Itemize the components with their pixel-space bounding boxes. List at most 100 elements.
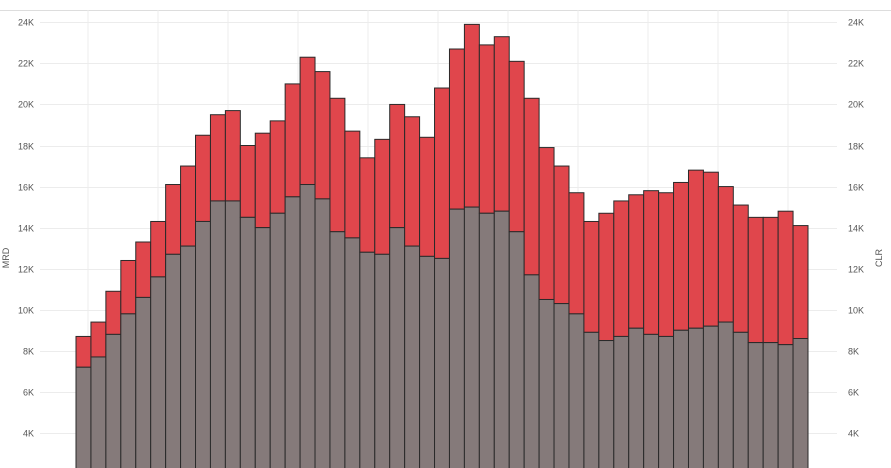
right-tick-label: 6K [848, 388, 859, 398]
bar-bottom-segment [135, 296, 152, 468]
bar-top-segment [463, 23, 480, 208]
bar-top-segment [538, 147, 555, 300]
left-axis: 2K4K6K8K10K12K14K16K18K20K22K24K [18, 18, 34, 439]
bar-top-segment [717, 186, 734, 323]
bar-top-segment [687, 169, 704, 329]
bar-bottom-segment [762, 342, 779, 468]
bar-top-segment [150, 220, 167, 278]
bar-bottom-segment [195, 220, 211, 468]
left-tick-label: 18K [18, 142, 34, 152]
left-tick-label: 8K [23, 347, 34, 357]
bars [75, 23, 809, 468]
bar-top-segment [613, 200, 630, 337]
bar-bottom-segment [538, 298, 555, 468]
bar-top-segment [747, 216, 764, 344]
bar-top-segment [568, 192, 585, 315]
bar-top-segment [673, 181, 689, 331]
bar-top-segment [598, 212, 615, 342]
bar-top-segment [195, 134, 211, 222]
bar-top-segment [344, 130, 361, 239]
bar-top-segment [359, 157, 376, 253]
bar-top-segment [508, 60, 525, 233]
bar-top-segment [269, 120, 286, 214]
bar-bottom-segment [717, 321, 734, 468]
bar-top-segment [299, 56, 316, 186]
bar-top-segment [389, 103, 406, 229]
bar-bottom-segment [254, 227, 271, 468]
bar-bottom-segment [628, 327, 645, 468]
bar-top-segment [493, 36, 510, 212]
bar-bottom-segment [90, 356, 107, 468]
bar-top-segment [224, 110, 241, 202]
bar-bottom-segment [269, 212, 286, 468]
right-tick-label: 16K [848, 183, 864, 193]
left-tick-label: 14K [18, 224, 34, 234]
bar-bottom-segment [314, 198, 331, 468]
bar-bottom-segment [150, 276, 167, 468]
bar-bottom-segment [389, 227, 406, 468]
bar-bottom-segment [568, 313, 585, 468]
bar-top-segment [434, 87, 450, 259]
bar-top-segment [329, 97, 346, 233]
bar-top-segment [165, 184, 182, 255]
bar-bottom-segment [613, 335, 630, 468]
bar-bottom-segment [583, 331, 600, 468]
bar-bottom-segment [299, 184, 316, 468]
bar-top-segment [523, 97, 540, 276]
bar-top-segment [105, 290, 122, 335]
right-tick-label: 4K [848, 429, 859, 439]
left-tick-label: 6K [23, 388, 34, 398]
bar-bottom-segment [374, 253, 391, 468]
bar-bottom-segment [732, 331, 749, 468]
bar-bottom-segment [777, 344, 794, 468]
bar-bottom-segment [165, 253, 182, 468]
bar-top-segment [448, 48, 465, 210]
bar-bottom-segment [508, 231, 525, 468]
bar-top-segment [702, 171, 719, 327]
bar-top-segment [90, 321, 107, 358]
left-axis-title: MRD [1, 247, 11, 268]
bar-top-segment [643, 190, 660, 335]
bar-bottom-segment [359, 251, 376, 468]
bar-top-segment [419, 136, 436, 257]
bar-bottom-segment [419, 255, 436, 468]
left-tick-label: 16K [18, 183, 34, 193]
bar-top-segment [374, 138, 391, 255]
bar-bottom-segment [404, 245, 421, 468]
bar-top-segment [180, 165, 197, 247]
bar-top-segment [284, 83, 301, 198]
right-tick-label: 20K [848, 100, 864, 110]
bar-top-segment [553, 165, 570, 305]
bar-top-segment [404, 116, 421, 247]
bar-bottom-segment [209, 200, 226, 468]
bar-bottom-segment [687, 327, 704, 468]
bar-top-segment [239, 145, 256, 218]
bar-bottom-segment [598, 340, 615, 468]
bar-bottom-segment [224, 200, 241, 468]
right-tick-label: 24K [848, 18, 864, 28]
bar-bottom-segment [553, 303, 570, 468]
bar-top-segment [583, 220, 600, 333]
bar-bottom-segment [523, 274, 540, 468]
bar-top-segment [777, 210, 794, 346]
bar-top-segment [658, 192, 675, 337]
bar-bottom-segment [792, 338, 809, 468]
bar-bottom-segment [658, 335, 675, 468]
bar-bottom-segment [448, 208, 465, 468]
bar-bottom-segment [75, 366, 92, 468]
right-tick-label: 12K [848, 265, 864, 275]
bar-bottom-segment [329, 231, 346, 468]
right-tick-label: 8K [848, 347, 859, 357]
right-axis-title: CLR [874, 249, 884, 268]
bar-top-segment [732, 204, 749, 333]
right-tick-label: 18K [848, 142, 864, 152]
left-tick-label: 12K [18, 265, 34, 275]
bar-bottom-segment [284, 196, 301, 468]
bar-top-segment [792, 225, 809, 339]
right-tick-label: 14K [848, 224, 864, 234]
left-tick-label: 24K [18, 18, 34, 28]
bar-top-segment [314, 71, 331, 200]
bar-bottom-segment [643, 333, 660, 468]
right-axis: 2K4K6K8K10K12K14K16K18K20K22K24K [848, 18, 864, 439]
